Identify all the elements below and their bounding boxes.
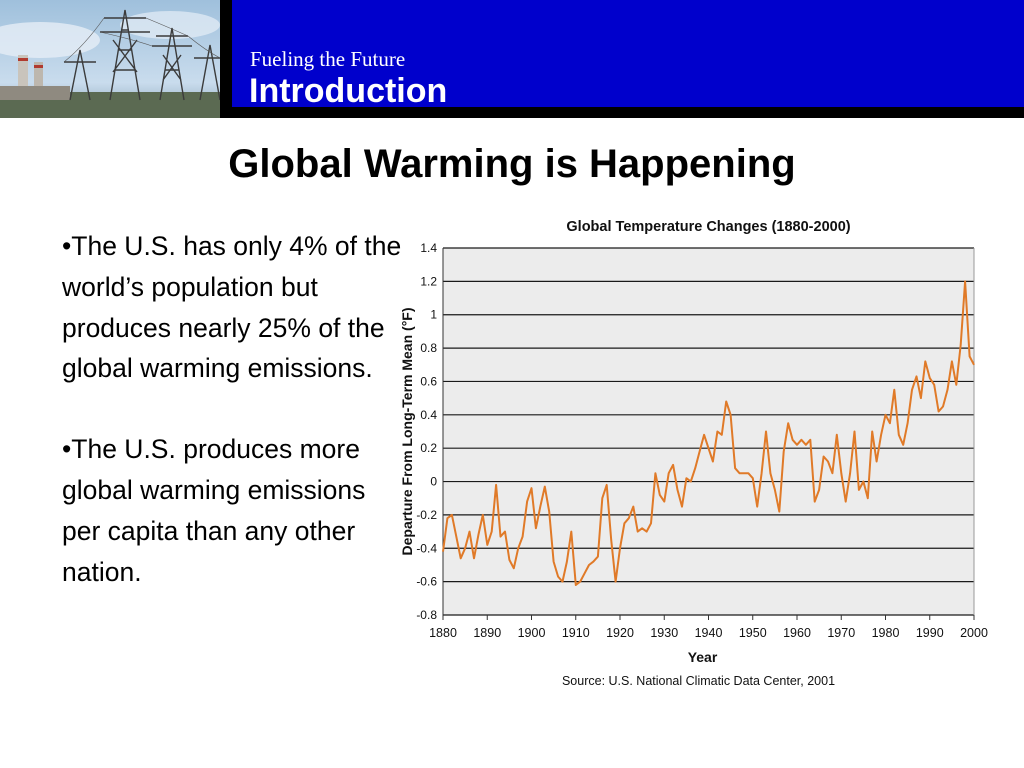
y-tick-label: -0.4 bbox=[416, 541, 437, 555]
y-tick-label: 1.4 bbox=[420, 241, 437, 255]
plot-area bbox=[443, 248, 974, 615]
series-line bbox=[442, 280, 975, 586]
header-subtitle: Fueling the Future bbox=[250, 47, 406, 71]
x-tick-label: 1960 bbox=[783, 626, 811, 640]
x-axis-label: Year bbox=[688, 649, 718, 665]
x-tick-label: 1990 bbox=[916, 626, 944, 640]
x-tick-label: 1940 bbox=[695, 626, 723, 640]
x-tick-label: 1910 bbox=[562, 626, 590, 640]
temperature-chart: 1.4 1.2 1 0.8 0.6 0.4 0.2 0 -0.2 -0.4 -0.6 -0.8 1880… bbox=[396, 208, 996, 693]
slide-title: Global Warming is Happening bbox=[228, 142, 796, 186]
y-tick-label: 0.2 bbox=[420, 441, 437, 455]
y-tick-label: 1.2 bbox=[420, 274, 437, 288]
x-tick-label: 1930 bbox=[650, 626, 678, 640]
bullet-item: •The U.S. has only 4% of the world’s pop… bbox=[62, 231, 402, 384]
y-tick-label: 0.4 bbox=[420, 408, 437, 422]
power-plant-image bbox=[0, 0, 220, 118]
y-tick-label: 1 bbox=[430, 308, 437, 322]
y-tick-label: 0.6 bbox=[420, 374, 437, 388]
power-plant-photo bbox=[0, 0, 220, 118]
header-bar: Fueling the Future Introduction bbox=[0, 0, 1024, 118]
x-tick-label: 1890 bbox=[473, 626, 501, 640]
bullet-item: •The U.S. produces more global warming e… bbox=[62, 434, 366, 587]
y-axis-label: Departure From Long-Term Mean (°F) bbox=[399, 307, 415, 555]
header-title: Introduction bbox=[249, 72, 448, 110]
x-tick-label: 1900 bbox=[518, 626, 546, 640]
y-tick-label: -0.2 bbox=[416, 508, 437, 522]
bullet-list: •The U.S. has only 4% of the world’s pop… bbox=[62, 226, 402, 592]
y-tick-label: -0.6 bbox=[416, 575, 437, 589]
x-tick-label: 1920 bbox=[606, 626, 634, 640]
chart-source: Source: U.S. National Climatic Data Cent… bbox=[562, 674, 835, 688]
chart-svg: 1.4 1.2 1 0.8 0.6 0.4 0.2 0 -0.2 -0.4 -0.6 -0.8 1880… bbox=[399, 219, 988, 688]
x-tick-label: 1970 bbox=[827, 626, 855, 640]
x-tick-label: 1950 bbox=[739, 626, 767, 640]
x-tick-label: 1980 bbox=[872, 626, 900, 640]
y-tick-label: -0.8 bbox=[416, 608, 437, 622]
y-tick-label: 0 bbox=[430, 475, 437, 489]
header-band bbox=[232, 0, 1024, 107]
x-tick-label: 2000 bbox=[960, 626, 988, 640]
chart-title: Global Temperature Changes (1880-2000) bbox=[566, 219, 850, 235]
y-tick-label: 0.8 bbox=[420, 341, 437, 355]
x-tick-label: 1880 bbox=[429, 626, 457, 640]
